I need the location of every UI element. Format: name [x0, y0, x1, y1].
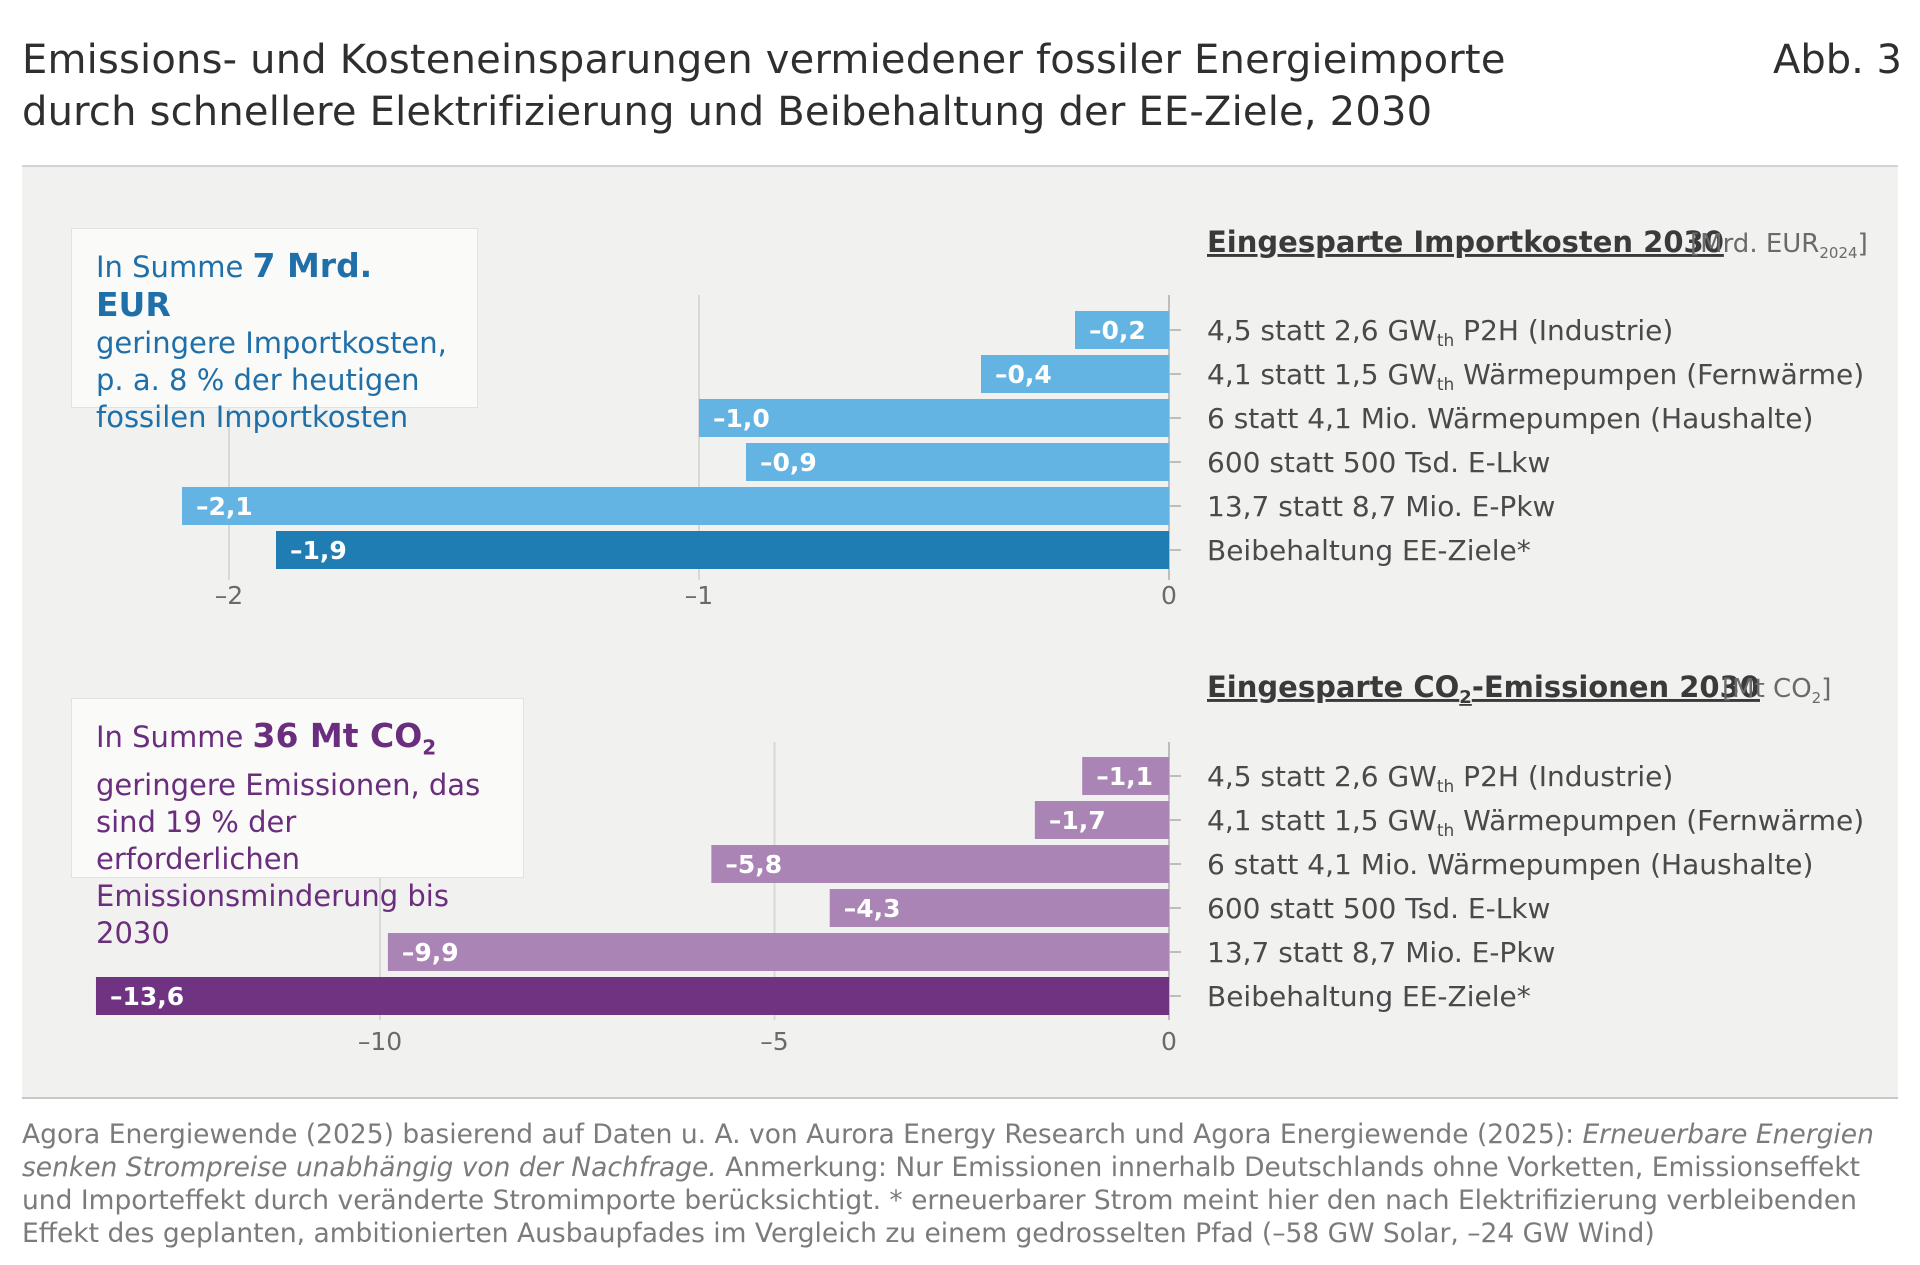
cost-category-label: Beibehaltung EE-Ziele*: [1207, 534, 1531, 567]
emissions-tick-label: 0: [1161, 1027, 1177, 1056]
cost-category-label: 600 statt 500 Tsd. E-Lkw: [1207, 446, 1550, 479]
emissions-bar: [1082, 757, 1169, 795]
cost-value-label: –0,9: [760, 448, 817, 477]
source-text-2: Anmerkung: Nur Emissionen innerhalb Deut…: [22, 1152, 1861, 1249]
emissions-summary-highlight-sub: 2: [422, 735, 437, 760]
emissions-value-label: –1,1: [1096, 762, 1153, 791]
emissions-summary-headline: In Summe 36 Mt CO2: [96, 717, 499, 767]
cost-bar: [276, 531, 1169, 569]
source-note: Agora Energiewende (2025) basierend auf …: [22, 1118, 1898, 1250]
emissions-panel-title: Eingesparte CO2-Emissionen 2030: [1207, 670, 1760, 708]
source-publication: Erneuerbare Energien senken Strompreise …: [22, 1119, 1874, 1183]
cost-category-label: 4,1 statt 1,5 GWth Wärmepumpen (Fernwärm…: [1207, 358, 1864, 395]
emissions-value-label: –9,9: [402, 938, 459, 967]
cost-bar: [981, 355, 1169, 393]
emissions-summary-box: In Summe 36 Mt CO2 geringere Emissionen,…: [71, 698, 524, 950]
cost-tick-label: 0: [1161, 581, 1177, 610]
emissions-tick-label: –10: [358, 1027, 402, 1056]
emissions-bar: [829, 889, 1169, 927]
cost-tick-label: –1: [685, 581, 713, 610]
emissions-category-label: Beibehaltung EE-Ziele*: [1207, 980, 1531, 1013]
figure-label: Abb. 3: [1772, 37, 1902, 83]
cost-tick-label: –2: [215, 581, 243, 610]
emissions-summary-line-2: sind 19 % der erforderlichen: [96, 804, 300, 876]
cost-category-label: 6 statt 4,1 Mio. Wärmepumpen (Haushalte): [1207, 402, 1813, 435]
emissions-value-label: –1,7: [1049, 806, 1106, 835]
cost-summary-line-1: geringere Importkosten,: [96, 326, 447, 360]
cost-value-label: –1,9: [290, 536, 347, 565]
emissions-value-label: –5,8: [725, 850, 782, 879]
cost-value-label: –0,4: [995, 360, 1052, 389]
cost-summary-prefix: In Summe: [96, 250, 244, 284]
emissions-category-label: 600 statt 500 Tsd. E-Lkw: [1207, 892, 1550, 925]
cost-category-label: 4,5 statt 2,6 GWth P2H (Industrie): [1207, 314, 1673, 351]
emissions-summary-highlight: 36 Mt CO2: [252, 716, 437, 760]
emissions-summary-line-1: geringere Emissionen, das: [96, 767, 481, 802]
emissions-value-label: –4,3: [844, 894, 901, 923]
emissions-summary-highlight-text: 36 Mt CO: [252, 716, 423, 755]
chart-title: Emissions- und Kosteneinsparungen vermie…: [22, 37, 1506, 135]
cost-bar: [1075, 311, 1169, 349]
cost-summary-box: In Summe 7 Mrd. EUR geringere Importkost…: [71, 228, 478, 434]
emissions-bar: [1034, 801, 1169, 839]
cost-value-label: –2,1: [196, 492, 253, 521]
cost-panel-title: Eingesparte Importkosten 2030: [1207, 225, 1724, 259]
cost-summary-highlight: 7 Mrd. EUR: [96, 246, 373, 324]
emissions-summary-prefix: In Summe: [96, 720, 244, 754]
top-divider: [22, 165, 1898, 167]
cost-unit-label: [Mrd. EUR2024]: [1690, 229, 1868, 262]
emissions-summary-line-3: Emissionsminderung bis 2030: [96, 878, 449, 950]
emissions-unit-label: [Mt CO2]: [1722, 674, 1831, 707]
emissions-category-label: 6 statt 4,1 Mio. Wärmepumpen (Haushalte): [1207, 848, 1813, 881]
cost-summary-line-2: p. a. 8 % der heutigen: [96, 363, 420, 397]
emissions-bar: [387, 933, 1169, 971]
emissions-tick-label: –5: [760, 1027, 788, 1056]
cost-value-label: –0,2: [1089, 316, 1146, 345]
emissions-value-label: –13,6: [110, 982, 184, 1011]
cost-summary-line-3: fossilen Importkosten: [96, 400, 409, 434]
emissions-category-label: 13,7 statt 8,7 Mio. E-Pkw: [1207, 936, 1555, 969]
emissions-bar: [711, 845, 1169, 883]
emissions-category-label: 4,1 statt 1,5 GWth Wärmepumpen (Fernwärm…: [1207, 804, 1864, 841]
cost-bar: [746, 443, 1169, 481]
cost-summary-headline: In Summe 7 Mrd. EUR: [96, 247, 453, 325]
cost-category-label: 13,7 statt 8,7 Mio. E-Pkw: [1207, 490, 1555, 523]
source-text-1: Agora Energiewende (2025) basierend auf …: [22, 1119, 1583, 1150]
cost-bar: [182, 487, 1169, 525]
emissions-bar: [95, 977, 1170, 1015]
emissions-category-label: 4,5 statt 2,6 GWth P2H (Industrie): [1207, 760, 1673, 797]
bottom-divider: [22, 1097, 1898, 1099]
cost-value-label: –1,0: [713, 404, 770, 433]
cost-bar: [699, 399, 1169, 437]
